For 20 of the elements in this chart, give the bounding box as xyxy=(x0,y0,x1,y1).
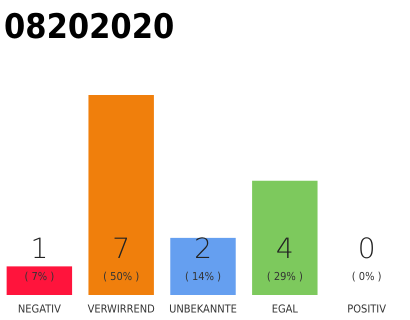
annotation: ( 14% ) xyxy=(184,270,222,283)
chart-title: 08202020 xyxy=(4,7,174,47)
data-label: 4 xyxy=(276,232,294,265)
bar xyxy=(6,266,72,295)
x-tick-label: POSITIV xyxy=(347,302,386,316)
data-label: 2 xyxy=(194,232,212,265)
x-tick-label: UNBEKANNTE xyxy=(169,302,237,316)
bar xyxy=(252,180,318,295)
annotation: ( 29% ) xyxy=(266,270,303,283)
annotation: ( 50% ) xyxy=(103,270,140,283)
data-label: 7 xyxy=(112,232,130,265)
bar xyxy=(170,238,236,295)
annotation: ( 7% ) xyxy=(24,270,54,283)
x-tick-label: EGAL xyxy=(272,302,298,316)
data-label: 1 xyxy=(30,232,48,265)
annotation: ( 0% ) xyxy=(352,270,382,283)
data-label: 0 xyxy=(358,232,376,265)
x-tick-label: NEGATIV xyxy=(18,302,62,316)
bar xyxy=(88,95,154,295)
x-tick-label: VERWIRREND xyxy=(88,302,156,316)
